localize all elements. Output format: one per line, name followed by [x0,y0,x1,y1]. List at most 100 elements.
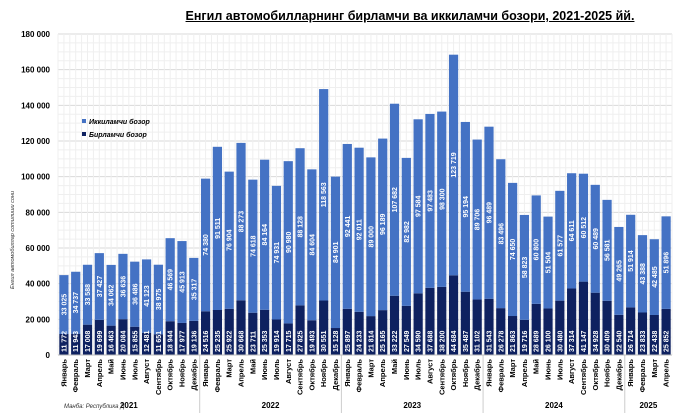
data-label-primary: 35 487 [463,330,470,352]
data-label-secondary: 38 975 [156,289,163,311]
data-label-secondary: 74 618 [250,235,257,257]
bar-primary [224,308,234,355]
bar-secondary [212,146,223,310]
data-label-secondary: 76 904 [227,229,234,251]
x-tick-label: Январь [484,359,493,387]
data-label-secondary: 64 611 [569,220,576,241]
data-label-primary: 17 977 [179,330,186,352]
data-label-secondary: 74 380 [203,234,210,256]
x-tick-label: Октябрь [307,359,316,391]
data-label-secondary: 96 489 [486,202,493,224]
bar-primary [460,291,470,355]
bar-secondary [295,148,305,306]
bar-primary [82,324,93,355]
y-tick-label: 0 [46,351,51,360]
legend-swatch-primary [82,132,86,136]
data-label-secondary: 33 025 [61,294,68,316]
data-label-secondary: 118 563 [321,182,328,207]
y-axis-label: Енгил автомобиллар сотилиши сони [10,191,16,289]
bar-secondary [413,119,423,294]
data-label-primary: 30 480 [557,330,564,352]
x-tick-label: Ноябрь [603,359,612,387]
x-tick-label: Ноябрь [461,359,470,387]
data-label-primary: 31 102 [475,330,482,352]
data-label-primary: 11 651 [156,331,163,352]
y-tick-label: 100 000 [21,173,50,182]
data-label-primary: 34 928 [593,330,600,352]
y-tick-label: 20 000 [26,315,51,324]
data-label-secondary: 41 123 [144,285,151,307]
data-label-secondary: 89 706 [475,209,482,231]
bar-primary [118,319,128,355]
bar-primary [212,309,223,355]
bar-secondary [236,142,246,301]
x-tick-label: Декабрь [473,359,482,391]
x-tick-label: Декабрь [614,359,623,391]
bar-secondary [307,169,317,321]
chart-title: Енгил автомобилларнинг бирламчи ва иккил… [185,9,635,23]
bar-secondary [330,176,341,329]
bar-secondary [626,214,636,308]
x-tick-label: Май [107,359,116,375]
x-tick-label: Январь [343,359,352,387]
bar-primary [130,326,140,355]
data-label-secondary: 97 584 [416,195,423,217]
data-label-primary: 26 100 [546,330,553,352]
data-label-primary: 23 833 [640,330,647,352]
data-label-secondary: 51 896 [664,252,671,274]
x-tick-label: Июль [555,359,564,380]
bar-secondary [602,199,612,301]
bar-secondary [578,173,589,282]
x-tick-label: Февраль [638,359,647,393]
x-tick-label: Январь [626,359,635,387]
source-note: Манба: Республика Д [64,404,125,410]
x-tick-label: Май [390,359,399,375]
bar-secondary [531,195,541,304]
data-label-secondary: 34 737 [73,292,80,314]
data-label-primary: 22 540 [616,330,623,352]
bar-primary [472,299,482,355]
data-label-primary: 24 233 [357,330,364,352]
x-tick-label: Октябрь [449,359,458,391]
bar-secondary [189,257,199,321]
x-tick-label: Март [83,359,92,378]
x-tick-label: Январь [201,359,210,387]
data-label-primary: 15 128 [333,330,340,352]
x-tick-label: Август [142,359,151,384]
data-label-secondary: 92 011 [357,219,364,240]
bar-secondary [448,54,459,276]
data-label-primary: 19 716 [522,330,529,352]
x-tick-label: Апрель [378,359,387,387]
data-label-primary: 26 714 [628,330,635,352]
data-label-secondary: 60 800 [534,239,541,261]
data-label-primary: 17 715 [286,330,293,352]
bar-primary [354,311,364,355]
data-label-secondary: 42 485 [652,266,659,288]
bar-primary [401,305,411,355]
bar-primary [496,308,506,355]
bar-secondary [71,271,81,334]
bar-primary [189,320,199,355]
bar-primary [543,308,553,355]
bar-primary [448,275,459,355]
data-label-primary: 12 481 [144,330,151,352]
bar-secondary [106,264,116,326]
bar-primary [555,300,565,355]
data-label-primary: 41 147 [581,330,588,352]
x-tick-label: Октябрь [591,359,600,391]
data-label-secondary: 58 823 [522,257,529,279]
data-label-primary: 37 688 [427,330,434,352]
bar-secondary [342,143,352,309]
data-label-primary: 33 222 [392,330,399,352]
data-label-secondary: 89 000 [368,226,375,248]
bar-primary [342,308,352,355]
bar-primary [248,312,258,355]
year-label: 2024 [545,401,563,410]
bar-primary [649,314,659,355]
data-label-primary: 44 684 [451,330,458,352]
bar-primary [637,312,648,355]
y-tick-label: 120 000 [21,137,50,146]
bar-primary [177,322,187,355]
bar-secondary [567,173,577,289]
x-tick-label: Февраль [213,359,222,393]
